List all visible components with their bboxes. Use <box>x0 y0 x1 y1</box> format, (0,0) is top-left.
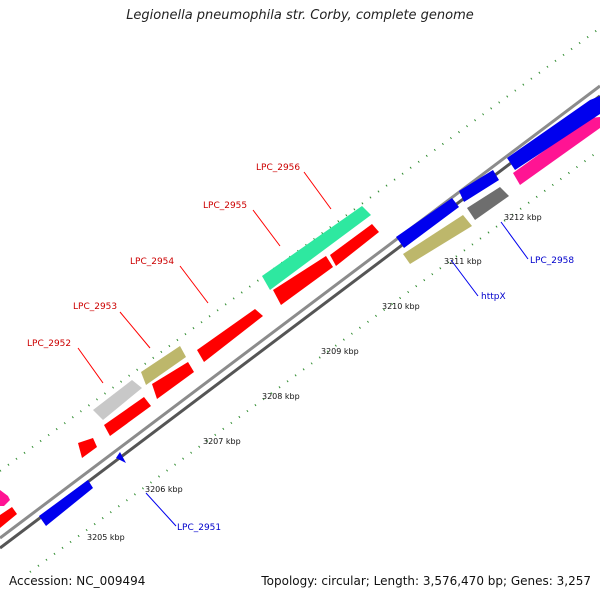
kbp-3205: 3205 kbp <box>87 533 125 542</box>
label-LPC_2954: LPC_2954 <box>130 257 174 267</box>
gene-blue-4 <box>507 96 600 170</box>
leader-LPC_2955 <box>252 209 281 247</box>
leader-LPC_2958 <box>500 221 529 260</box>
gene-labels: LPC_2952 LPC_2953 LPC_2954 LPC_2955 LPC_… <box>27 163 574 533</box>
gene-LPC_2951 <box>116 452 126 463</box>
kbp-3211: 3211 kbp <box>444 257 482 266</box>
gene-blue-1 <box>39 480 93 526</box>
gene-blue-3 <box>459 170 499 202</box>
gene-red-b <box>152 362 194 399</box>
reverse-genes <box>39 96 600 526</box>
leaders-red <box>77 171 332 384</box>
leaders-blue <box>145 221 529 527</box>
gene-magenta-edge <box>0 490 10 506</box>
row2-genes <box>0 224 379 528</box>
label-LPC_2956: LPC_2956 <box>256 163 300 173</box>
backbone <box>0 84 600 550</box>
gene-LPC_2952 <box>93 380 142 420</box>
gene-red-edge <box>0 507 17 528</box>
gene-LPC_2955 <box>273 256 333 305</box>
gene-red-a <box>104 397 151 436</box>
backbone-line-inner <box>0 94 600 550</box>
gene-blue-2 <box>396 198 459 248</box>
label-LPC_2958: LPC_2958 <box>530 256 574 266</box>
label-LPC_2955: LPC_2955 <box>203 201 247 211</box>
label-LPC_2951: LPC_2951 <box>177 523 221 533</box>
accession-text: Accession: NC_009494 <box>9 574 146 588</box>
kbp-3207: 3207 kbp <box>203 437 241 446</box>
leader-httpX <box>450 259 479 297</box>
gene-khaki-2 <box>403 215 472 264</box>
gene-red-small <box>78 438 97 458</box>
leader-LPC_2952 <box>77 347 104 384</box>
label-LPC_2952: LPC_2952 <box>27 339 71 349</box>
kbp-3209: 3209 kbp <box>321 347 359 356</box>
leader-LPC_2954 <box>179 265 209 304</box>
kbp-3210: 3210 kbp <box>382 302 420 311</box>
kbp-3206: 3206 kbp <box>145 485 183 494</box>
gene-LPC_2953 <box>141 346 186 385</box>
leader-LPC_2956 <box>303 171 332 210</box>
forward-genes <box>0 117 600 506</box>
gene-LPC_2956 <box>262 206 371 290</box>
gene-gray <box>467 187 509 220</box>
label-LPC_2953: LPC_2953 <box>73 302 117 312</box>
leader-LPC_2953 <box>119 311 151 349</box>
leader-LPC_2951 <box>145 492 177 527</box>
gene-magenta-right <box>513 117 600 185</box>
kbp-labels: 3205 kbp 3206 kbp 3207 kbp 3208 kbp 3209… <box>87 213 542 542</box>
label-httpX: httpX <box>481 292 506 302</box>
genome-stats-text: Topology: circular; Length: 3,576,470 bp… <box>261 574 591 588</box>
backbone-line-outer <box>0 84 600 540</box>
figure-title: Legionella pneumophila str. Corby, compl… <box>126 8 474 23</box>
kbp-3208: 3208 kbp <box>262 392 300 401</box>
gene-LPC_2954 <box>197 309 263 362</box>
gene-red-c <box>330 224 379 266</box>
kbp-3212: 3212 kbp <box>504 213 542 222</box>
